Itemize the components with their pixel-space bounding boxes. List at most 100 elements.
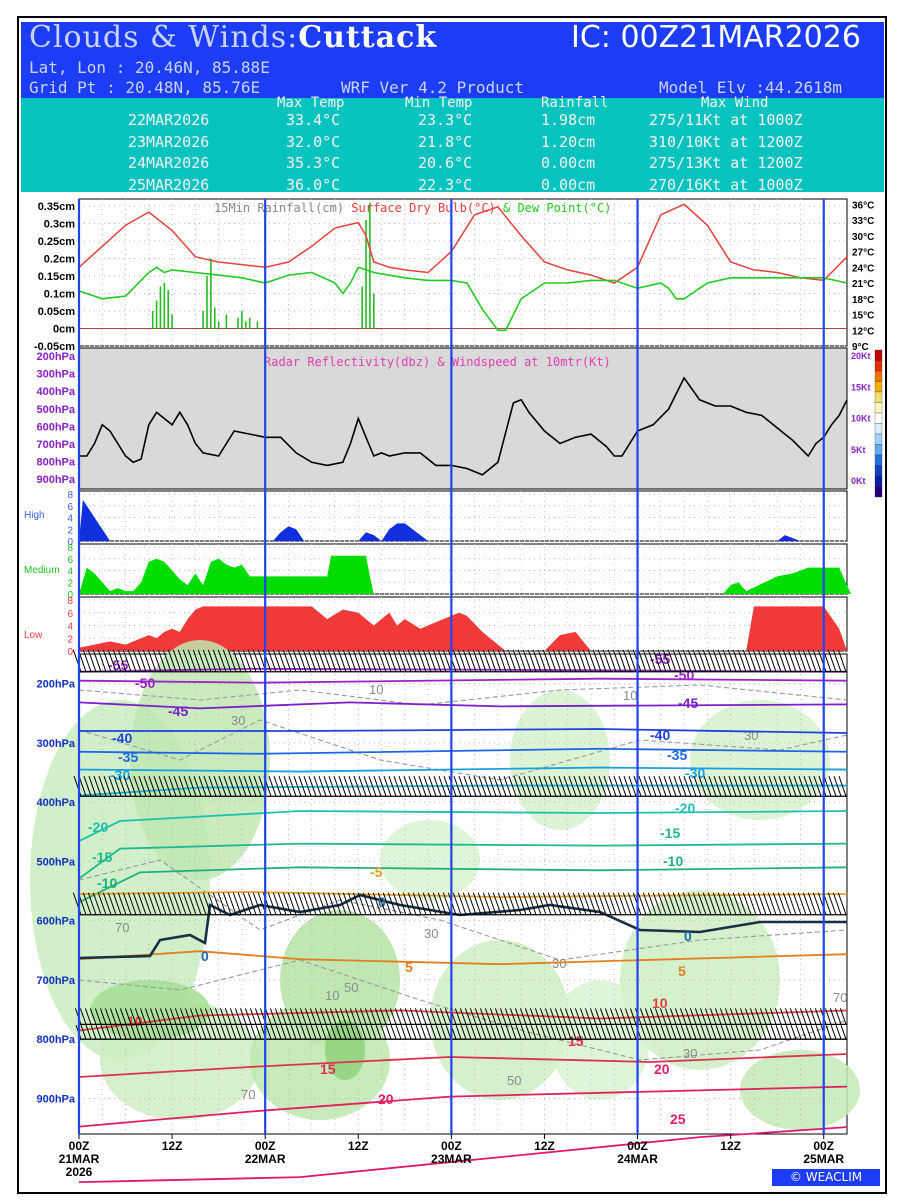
wind-barb — [320, 1025, 327, 1040]
wind-barb — [313, 776, 322, 797]
wind-barb — [592, 892, 602, 915]
isotherm-label: 5 — [678, 963, 686, 979]
row-rainfall: 0.00cm — [541, 154, 596, 172]
row-max-wind: 310/10Kt at 1200Z — [649, 133, 803, 151]
wind-barb — [792, 892, 802, 915]
windspeed-line — [79, 376, 848, 476]
wind-barb — [358, 776, 367, 797]
wind-barb — [344, 1008, 352, 1025]
humidity-label: 10 — [325, 988, 339, 1003]
isotherm-label: -50 — [135, 675, 155, 691]
wind-barb — [495, 1025, 502, 1040]
wind-barb — [200, 1025, 207, 1040]
wind-barb — [185, 1025, 192, 1040]
low-cloud-label: Low — [24, 630, 43, 641]
medium-cloud-area — [79, 555, 851, 594]
wind-barb — [270, 1025, 277, 1040]
medium-cloud-label: Medium — [24, 565, 60, 576]
cloud-axis-tick: 8 — [67, 490, 73, 501]
wind-barb — [513, 776, 522, 797]
wind-barb — [502, 892, 512, 915]
wind-barb — [703, 776, 712, 797]
wind-barb — [198, 776, 207, 797]
wind-barb — [354, 1008, 362, 1025]
isotherm-line — [78, 1085, 848, 1128]
wind-barb — [784, 1008, 792, 1025]
wind-barb — [478, 776, 487, 797]
wind-barb — [140, 1025, 147, 1040]
wind-barb — [668, 776, 677, 797]
wind-barb — [397, 649, 407, 672]
wind-barb — [643, 776, 652, 797]
wind-barb — [299, 1008, 307, 1025]
wind-barb — [225, 1025, 232, 1040]
wind-barb — [230, 1025, 237, 1040]
wind-barb — [254, 1008, 262, 1025]
wind-barb — [432, 649, 442, 672]
wind-barb — [645, 1025, 652, 1040]
wind-barb — [837, 892, 847, 915]
wind-barb — [274, 1008, 282, 1025]
wind-barb — [287, 649, 297, 672]
wind-barb — [557, 649, 567, 672]
wind-barb — [627, 892, 637, 915]
wind-barb — [612, 892, 622, 915]
wind-barb — [422, 892, 432, 915]
wind-barb — [515, 1025, 522, 1040]
wind-barb — [93, 776, 102, 797]
row-date: 23MAR2026 — [128, 133, 210, 151]
wind-barb — [82, 649, 92, 672]
wind-barb — [542, 649, 552, 672]
wind-barb — [759, 1008, 767, 1025]
rainfall-bar — [241, 311, 243, 329]
wind-barb — [324, 1008, 332, 1025]
wind-barb — [203, 776, 212, 797]
wind-barb — [695, 1025, 702, 1040]
wind-barb — [607, 892, 617, 915]
wind-barb — [663, 776, 672, 797]
rainfall-bar — [372, 293, 375, 329]
wind-barb — [437, 892, 447, 915]
wind-barb — [338, 776, 347, 797]
wind-barb — [192, 892, 202, 915]
rainfall-bar — [225, 314, 228, 329]
wind-barb — [813, 776, 822, 797]
wind-barb — [404, 1008, 412, 1025]
temp-axis-tick: 21°C — [852, 279, 874, 290]
wind-barb — [343, 776, 352, 797]
wind-barb — [584, 1008, 592, 1025]
wind-barb — [184, 1008, 192, 1025]
wind-barb — [773, 776, 782, 797]
humidity-label: 50 — [344, 980, 358, 995]
wind-barb — [827, 892, 837, 915]
wind-barb — [755, 1025, 762, 1040]
wind-barb — [373, 776, 382, 797]
rain-axis-tick: 0.35cm — [38, 201, 76, 213]
x-axis-label: 00Z — [69, 1139, 90, 1153]
wind-barb — [485, 1025, 492, 1040]
wind-barb — [148, 776, 157, 797]
wind-barb — [553, 776, 562, 797]
wind-barb — [832, 892, 842, 915]
wind-barb — [278, 776, 287, 797]
wind-barb — [589, 1008, 597, 1025]
wind-barb — [582, 649, 592, 672]
wind-barb — [319, 1008, 327, 1025]
wind-barb — [154, 1008, 162, 1025]
wind-barb — [539, 1008, 547, 1025]
rainfall-bar — [217, 321, 220, 329]
wind-barb — [590, 1025, 597, 1040]
wind-barb — [629, 1008, 637, 1025]
wind-barb — [482, 649, 492, 672]
isotherm-label: -10 — [97, 875, 117, 891]
radar-panel-frame — [78, 347, 848, 490]
wind-barb — [627, 649, 637, 672]
wind-barb — [520, 1025, 527, 1040]
rainfall-bar — [365, 220, 367, 329]
rain-axis-tick: 0cm — [53, 324, 75, 336]
wind-barb — [642, 892, 652, 915]
wind-barb — [317, 649, 327, 672]
wind-barb — [477, 892, 487, 915]
wind-barb — [542, 892, 552, 915]
wind-barb — [153, 776, 162, 797]
